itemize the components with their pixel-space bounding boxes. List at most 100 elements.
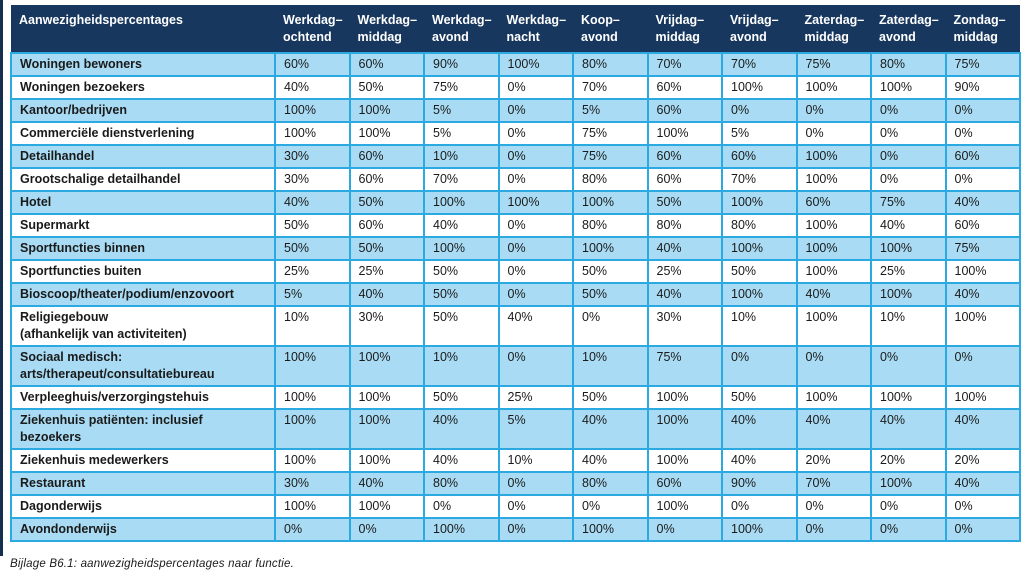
value-cell: 10%	[721, 305, 798, 347]
value-cell: 0%	[795, 121, 872, 146]
value-cell: 100%	[423, 190, 500, 215]
value-cell: 100%	[274, 345, 351, 387]
value-cell: 75%	[870, 190, 947, 215]
table-row: Supermarkt 50% 60% 40% 0% 80% 80% 80% 100% 40% 60%	[10, 213, 1021, 238]
value-cell: 10%	[572, 345, 649, 387]
value-cell: 80%	[572, 471, 649, 496]
value-cell: 60%	[646, 167, 723, 192]
value-cell: 100%	[795, 236, 872, 261]
value-cell: 0%	[348, 517, 425, 542]
value-cell: 100%	[870, 471, 947, 496]
value-cell: 40%	[572, 448, 649, 473]
value-cell: 10%	[274, 305, 351, 347]
value-cell: 50%	[274, 213, 351, 238]
value-cell: 70%	[721, 52, 798, 77]
table-row: Grootschalige detailhandel 30% 60% 70% 0% 80%…	[10, 167, 1021, 192]
row-label: Sociaal medisch: arts/therapeut/consulta…	[10, 345, 276, 387]
value-cell: 0%	[944, 98, 1021, 123]
value-cell: 0%	[870, 167, 947, 192]
value-cell: 40%	[721, 408, 798, 450]
value-cell: 60%	[721, 144, 798, 169]
value-cell: 100%	[572, 517, 649, 542]
row-label: Bioscoop/theater/podium/enzovoort	[10, 282, 276, 307]
table-row: Sportfuncties binnen 50% 50% 100% 0% 100% 40% 1…	[10, 236, 1021, 261]
value-cell: 75%	[944, 236, 1021, 261]
value-cell: 50%	[423, 259, 500, 284]
value-cell: 100%	[795, 213, 872, 238]
row-label: Ziekenhuis patiënten: inclusief bezoeker…	[10, 408, 276, 450]
row-label: Kantoor/bedrijven	[10, 98, 276, 123]
value-cell: 0%	[497, 75, 574, 100]
value-cell: 100%	[795, 385, 872, 410]
value-cell: 30%	[348, 305, 425, 347]
value-cell: 40%	[348, 282, 425, 307]
value-cell: 0%	[870, 144, 947, 169]
value-cell: 5%	[721, 121, 798, 146]
value-cell: 100%	[721, 517, 798, 542]
value-cell: 40%	[423, 213, 500, 238]
row-label: Supermarkt	[10, 213, 276, 238]
table-row: Detailhandel 30% 60% 10% 0% 75% 60% 60% 100% 0% 60…	[10, 144, 1021, 169]
header-cell-column: Vrijdag– avond	[722, 5, 797, 53]
value-cell: 100%	[348, 385, 425, 410]
value-cell: 100%	[423, 517, 500, 542]
value-cell: 0%	[497, 144, 574, 169]
value-cell: 60%	[646, 98, 723, 123]
value-cell: 40%	[944, 408, 1021, 450]
value-cell: 60%	[795, 190, 872, 215]
value-cell: 80%	[423, 471, 500, 496]
table-row: Religiegebouw (afhankelijk van activitei…	[10, 305, 1021, 347]
presence-percentages-table: Aanwezigheidspercentages Werkdag– ochten…	[10, 5, 1021, 542]
value-cell: 50%	[572, 282, 649, 307]
value-cell: 0%	[944, 494, 1021, 519]
value-cell: 0%	[497, 167, 574, 192]
value-cell: 80%	[721, 213, 798, 238]
header-cell-column: Zaterdag– middag	[796, 5, 871, 53]
value-cell: 20%	[944, 448, 1021, 473]
value-cell: 100%	[646, 385, 723, 410]
value-cell: 70%	[795, 471, 872, 496]
value-cell: 0%	[497, 121, 574, 146]
value-cell: 50%	[348, 190, 425, 215]
table-row: Avondonderwijs 0% 0% 100% 0% 100% 0% 100% 0% 0% 0%	[10, 517, 1021, 542]
header-cell-column: Zondag– middag	[945, 5, 1020, 53]
value-cell: 60%	[348, 144, 425, 169]
value-cell: 40%	[721, 448, 798, 473]
value-cell: 100%	[274, 98, 351, 123]
value-cell: 100%	[348, 408, 425, 450]
value-cell: 0%	[795, 345, 872, 387]
value-cell: 100%	[795, 144, 872, 169]
value-cell: 100%	[348, 494, 425, 519]
value-cell: 0%	[795, 517, 872, 542]
value-cell: 100%	[348, 121, 425, 146]
value-cell: 40%	[423, 448, 500, 473]
value-cell: 5%	[423, 98, 500, 123]
table-row: Verpleeghuis/verzorgingstehuis 100% 100% 50…	[10, 385, 1021, 410]
value-cell: 0%	[721, 494, 798, 519]
header-cell-column: Koop– avond	[573, 5, 648, 53]
value-cell: 0%	[870, 494, 947, 519]
value-cell: 10%	[870, 305, 947, 347]
value-cell: 0%	[944, 121, 1021, 146]
value-cell: 0%	[497, 517, 574, 542]
value-cell: 100%	[348, 448, 425, 473]
value-cell: 0%	[497, 494, 574, 519]
value-cell: 100%	[348, 345, 425, 387]
row-label: Detailhandel	[10, 144, 276, 169]
value-cell: 70%	[423, 167, 500, 192]
value-cell: 100%	[497, 190, 574, 215]
value-cell: 0%	[497, 213, 574, 238]
value-cell: 0%	[497, 471, 574, 496]
value-cell: 0%	[795, 494, 872, 519]
value-cell: 90%	[944, 75, 1021, 100]
value-cell: 75%	[795, 52, 872, 77]
value-cell: 100%	[795, 259, 872, 284]
value-cell: 0%	[497, 98, 574, 123]
row-label: Sportfuncties buiten	[10, 259, 276, 284]
value-cell: 50%	[572, 259, 649, 284]
header-cell-column: Werkdag– nacht	[498, 5, 573, 53]
table-row: Bioscoop/theater/podium/enzovoort 5% 40% 50…	[10, 282, 1021, 307]
table-row: Commerciële dienstverlening 100% 100% 5% 0% 7…	[10, 121, 1021, 146]
value-cell: 100%	[721, 282, 798, 307]
value-cell: 50%	[423, 305, 500, 347]
